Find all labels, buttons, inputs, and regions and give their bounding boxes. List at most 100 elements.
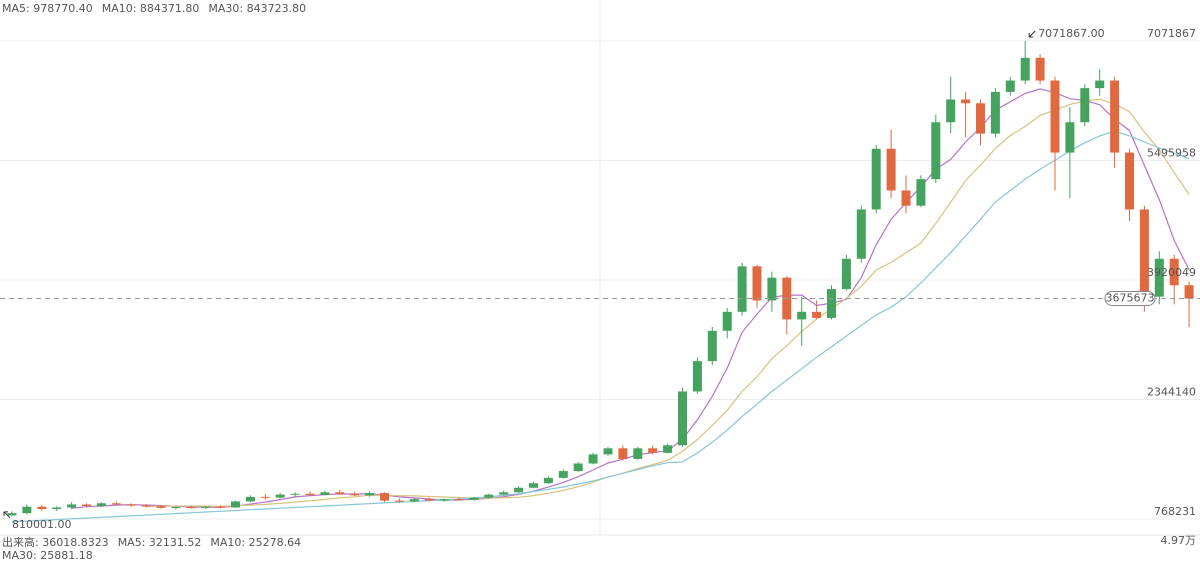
- candle-body: [216, 506, 226, 508]
- candle-body: [558, 471, 568, 478]
- candle-body: [946, 99, 956, 123]
- ma-line: [11, 130, 1190, 523]
- candle-body: [67, 504, 77, 508]
- max-label: 7071867.00: [1038, 27, 1104, 40]
- candle-body: [603, 448, 613, 455]
- candle-body: [484, 494, 494, 498]
- candle-body: [454, 499, 464, 501]
- candle-body: [797, 311, 807, 320]
- volume-indicator: MA5: 32131.52: [118, 536, 202, 549]
- candle-body: [633, 448, 643, 459]
- candle-body: [201, 506, 211, 508]
- candle-body: [22, 506, 32, 514]
- candle-body: [707, 330, 717, 362]
- ma-line: [146, 98, 1190, 508]
- candle-body: [290, 493, 300, 495]
- candle-body: [305, 493, 315, 495]
- candle-body: [1005, 80, 1015, 92]
- candle-body: [52, 507, 62, 509]
- volume-indicator: MA30: 25881.18: [2, 549, 93, 562]
- legend-entry: MA5: 978770.40: [2, 2, 93, 15]
- candle-body: [752, 266, 762, 301]
- volume-axis-label: 4.97万: [1161, 534, 1197, 547]
- y-tick-label: 5495958: [1147, 146, 1196, 159]
- candle-body: [722, 311, 732, 331]
- candle-body: [37, 506, 47, 509]
- candle-layer: [7, 40, 1194, 516]
- candle-body: [156, 506, 166, 508]
- candle-body: [499, 492, 509, 495]
- candle-body: [1035, 57, 1045, 81]
- last-price-box: [1104, 291, 1156, 307]
- candle-body: [976, 103, 985, 134]
- candle-body: [737, 266, 747, 312]
- candle-body: [1095, 80, 1105, 89]
- grid-layer: [0, 40, 1200, 520]
- candle-body: [871, 148, 881, 210]
- candle-body: [1154, 258, 1164, 297]
- ma-layer: [11, 88, 1190, 523]
- candle-body: [1169, 258, 1179, 286]
- candle-body: [424, 499, 434, 501]
- candle-body: [543, 477, 553, 484]
- candle-body: [529, 483, 538, 488]
- last-price-label: 3675673: [1106, 292, 1155, 305]
- candle-body: [365, 493, 375, 496]
- candle-body: [231, 501, 240, 508]
- candle-body: [514, 487, 524, 493]
- candle-body: [841, 258, 851, 290]
- volume-indicator: MA10: 25278.64: [210, 536, 301, 549]
- candle-body: [1080, 88, 1090, 123]
- candle-body: [335, 492, 345, 494]
- candle-body: [1020, 57, 1030, 81]
- min-arrow: [3, 511, 11, 519]
- candle-body: [1139, 209, 1149, 297]
- y-tick-label: 768231: [1154, 505, 1196, 518]
- legend-entry: MA30: 843723.80: [208, 2, 306, 15]
- y-tick-label: 2344140: [1147, 385, 1196, 398]
- candle-body: [245, 496, 255, 502]
- candle-body: [1110, 80, 1120, 153]
- ma-line: [71, 88, 1190, 509]
- candle-body: [648, 448, 658, 453]
- candle-body: [767, 277, 777, 301]
- candle-body: [141, 505, 151, 507]
- candle-body: [856, 209, 866, 259]
- candle-body: [663, 445, 673, 453]
- candle-body: [171, 507, 181, 509]
- min-label: 810001.00: [12, 518, 72, 531]
- candle-body: [678, 391, 687, 446]
- candle-body: [126, 504, 136, 506]
- candle-body: [469, 497, 479, 500]
- candle-body: [439, 499, 449, 501]
- candle-body: [886, 148, 896, 191]
- candle-body: [901, 190, 911, 206]
- candle-body: [111, 503, 121, 505]
- candle-body: [1065, 122, 1075, 153]
- candle-body: [320, 492, 330, 495]
- candle-body: [573, 463, 583, 472]
- y-tick-label: 7071867: [1147, 27, 1196, 40]
- candle-body: [618, 448, 628, 459]
- candle-body: [931, 122, 941, 180]
- candle-body: [380, 493, 389, 501]
- candle-body: [827, 289, 836, 318]
- candle-body: [812, 311, 822, 318]
- candle-body: [82, 504, 91, 506]
- max-arrow: [1028, 30, 1036, 38]
- candle-body: [260, 496, 270, 498]
- candle-body: [275, 494, 285, 498]
- candle-body: [1184, 285, 1194, 299]
- candle-body: [1050, 80, 1060, 153]
- candle-body: [916, 179, 926, 206]
- candle-body: [394, 500, 404, 502]
- candle-body: [409, 499, 419, 502]
- candle-body: [7, 513, 17, 516]
- volume-indicator: 出来高: 36018.8323: [2, 535, 109, 549]
- candle-body: [350, 493, 360, 496]
- candle-body: [692, 361, 702, 392]
- candle-body: [588, 454, 598, 464]
